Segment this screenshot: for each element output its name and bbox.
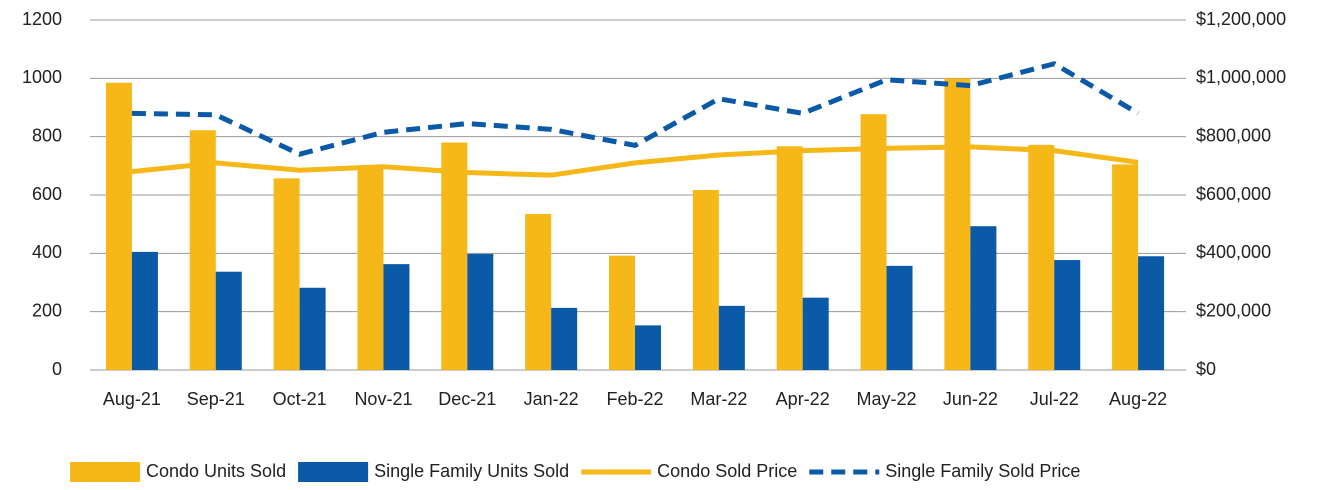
- bar: [635, 325, 661, 370]
- bar: [273, 178, 300, 370]
- legend-label: Single Family Units Sold: [374, 461, 569, 481]
- line-series: [131, 61, 1140, 157]
- x-tick-label: Jul-22: [1030, 389, 1079, 409]
- y-tick-label: 1000: [22, 67, 62, 87]
- y-tick-label: 200: [32, 300, 62, 320]
- bar: [383, 264, 410, 370]
- bar: [131, 251, 158, 370]
- bar: [299, 287, 326, 370]
- bar: [776, 146, 803, 370]
- bar: [886, 265, 913, 370]
- bar: [860, 114, 887, 370]
- x-tick-label: Aug-21: [103, 389, 161, 409]
- y2-tick-label: $400,000: [1196, 242, 1271, 262]
- bar: [551, 307, 578, 370]
- x-tick-label: Apr-22: [776, 389, 830, 409]
- x-tick-label: Mar-22: [690, 389, 747, 409]
- x-tick-label: May-22: [857, 389, 917, 409]
- bar: [609, 255, 635, 370]
- x-tick-label: Aug-22: [1109, 389, 1167, 409]
- bar: [1112, 164, 1139, 370]
- bar: [105, 82, 132, 370]
- x-tick-label: Sep-21: [187, 389, 245, 409]
- bar: [215, 271, 242, 370]
- legend-label: Condo Units Sold: [146, 461, 286, 481]
- y2-tick-label: $0: [1196, 359, 1216, 379]
- y-tick-label: 400: [32, 242, 62, 262]
- bar: [1138, 256, 1165, 370]
- legend-swatch: [298, 462, 369, 482]
- bar: [802, 297, 829, 370]
- bar: [467, 253, 494, 370]
- y2-tick-label: $1,200,000: [1196, 9, 1286, 29]
- y-tick-label: 600: [32, 184, 62, 204]
- bar: [357, 165, 384, 370]
- x-tick-label: Jan-22: [524, 389, 579, 409]
- y2-tick-label: $600,000: [1196, 184, 1271, 204]
- bar: [970, 226, 997, 370]
- bar: [1028, 144, 1055, 370]
- y-tick-label: 1200: [22, 9, 62, 29]
- legend-swatch: [70, 462, 140, 482]
- bar: [718, 305, 745, 370]
- y2-tick-label: $800,000: [1196, 125, 1271, 145]
- bar: [692, 190, 719, 370]
- bar: [189, 130, 216, 370]
- x-tick-label: Nov-21: [354, 389, 412, 409]
- y2-tick-label: $1,000,000: [1196, 67, 1286, 87]
- x-tick-label: Jun-22: [943, 389, 998, 409]
- y-tick-label: 0: [52, 359, 62, 379]
- bar: [441, 142, 468, 370]
- legend-label: Condo Sold Price: [657, 461, 797, 481]
- x-tick-label: Oct-21: [273, 389, 327, 409]
- y-tick-label: 800: [32, 125, 62, 145]
- line-series: [131, 144, 1139, 178]
- y2-tick-label: $200,000: [1196, 300, 1271, 320]
- legend-label: Single Family Sold Price: [885, 461, 1080, 481]
- x-tick-label: Dec-21: [438, 389, 496, 409]
- bar: [525, 213, 552, 370]
- x-tick-label: Feb-22: [606, 389, 663, 409]
- bar: [1054, 260, 1081, 370]
- bar: [944, 78, 971, 370]
